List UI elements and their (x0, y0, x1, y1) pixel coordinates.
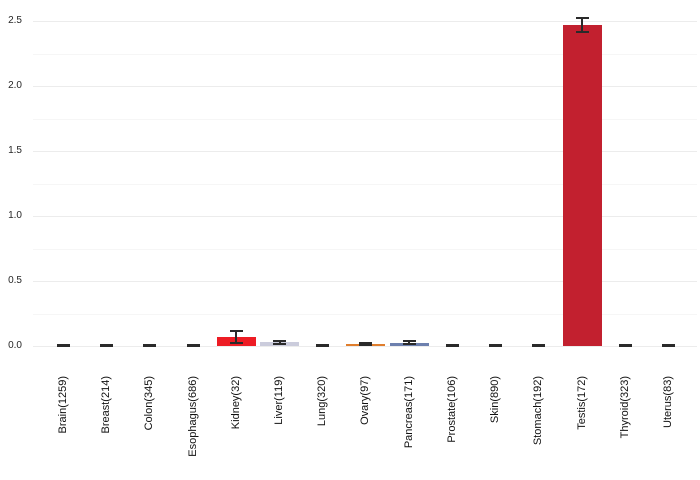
x-axis-label: Liver(119) (273, 376, 286, 425)
x-axis-label: Ovary(97) (359, 376, 372, 425)
error-bar-cap-bottom (186, 344, 200, 347)
error-bar-cap-bottom (316, 344, 330, 347)
error-bar-line (235, 331, 238, 343)
error-bar-line (364, 343, 367, 346)
error-bar-cap-top (402, 340, 416, 343)
major-gridline (33, 346, 697, 347)
x-axis-label: Pancreas(171) (402, 376, 415, 449)
error-bar-cap-bottom (618, 344, 632, 347)
major-gridline (33, 86, 697, 87)
y-axis-tick-label: 1.0 (8, 210, 22, 221)
error-bar-cap-top (100, 343, 114, 346)
major-gridline (33, 216, 697, 217)
x-axis-label: Brain(1259) (57, 376, 69, 434)
error-bar-cap-bottom (445, 344, 459, 347)
error-bar-cap-top (57, 343, 70, 346)
x-axis-label: Lung(320) (316, 376, 329, 427)
minor-gridline (33, 118, 697, 120)
major-gridline (33, 21, 697, 22)
error-bar-line (408, 341, 411, 345)
y-axis-tick-label: 0.0 (8, 340, 22, 351)
y-axis-tick-label: 1.5 (8, 145, 22, 156)
x-axis-label: Thyroid(323) (618, 376, 631, 439)
error-bar-cap-bottom (273, 342, 287, 345)
minor-gridline (33, 313, 697, 315)
error-bar-line (278, 340, 281, 344)
error-bar-cap-bottom (359, 344, 373, 347)
error-bar-cap-bottom (661, 344, 675, 347)
error-bar-cap-top (316, 343, 330, 346)
error-bar-cap-bottom (532, 344, 546, 347)
error-bar-cap-top (532, 343, 546, 346)
y-axis-tick-label: 0.5 (8, 275, 22, 286)
minor-gridline (33, 53, 697, 55)
x-axis-label: Breast(214) (100, 376, 113, 434)
error-bar-cap-top (618, 343, 632, 346)
minor-gridline (33, 183, 697, 185)
major-gridline (33, 281, 697, 282)
error-bar-cap-bottom (402, 343, 416, 346)
x-axis-label: Prostate(106) (445, 376, 458, 443)
error-bar-cap-top (445, 343, 459, 346)
bar-testis (562, 24, 602, 346)
major-gridline (33, 151, 697, 152)
error-bar-cap-top (575, 16, 589, 19)
error-bar-cap-bottom (143, 344, 157, 347)
error-bar-cap-bottom (229, 341, 243, 344)
x-axis-label: Testis(172) (575, 376, 588, 430)
minor-gridline (33, 248, 697, 250)
error-bar-cap-top (359, 342, 373, 345)
error-bar-cap-top (489, 343, 503, 346)
error-bar-line (581, 17, 584, 33)
x-axis-label: Skin(890) (489, 376, 502, 424)
error-bar-cap-top (661, 343, 675, 346)
y-axis-tick-label: 2.0 (8, 80, 22, 91)
x-axis-label: Kidney(32) (229, 376, 242, 430)
error-bar-cap-top (186, 343, 200, 346)
y-axis-tick-label: 2.5 (8, 15, 22, 26)
error-bar-cap-bottom (100, 344, 114, 347)
error-bar-cap-bottom (575, 31, 589, 34)
error-bar-cap-top (229, 330, 243, 333)
error-bar-cap-top (273, 339, 287, 342)
x-axis-label: Stomach(192) (532, 376, 545, 446)
x-axis-label: Colon(345) (143, 376, 156, 431)
x-axis-label: Uterus(83) (661, 376, 674, 428)
error-bar-cap-bottom (489, 344, 503, 347)
error-bar-cap-bottom (57, 344, 70, 347)
x-axis-label: Esophagus(686) (186, 376, 199, 457)
